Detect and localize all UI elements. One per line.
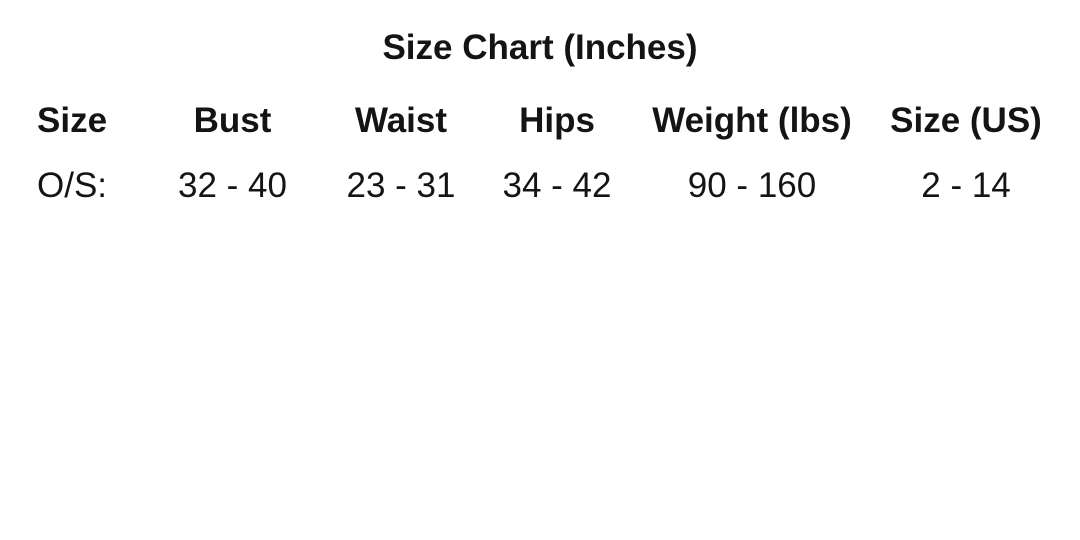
column-header-waist: Waist (354, 101, 448, 140)
cell-bust-range: 32 - 40 (178, 166, 287, 205)
column-header-size-us: Size (US) (890, 101, 1042, 140)
page-title: Size Chart (Inches) (382, 28, 698, 67)
cell-waist-range: 23 - 31 (346, 166, 456, 205)
cell-size-us-range: 2 - 14 (921, 166, 1011, 205)
cell-hips-range: 34 - 42 (502, 166, 612, 205)
cell-weight-range: 90 - 160 (687, 166, 817, 205)
cell-size-label: O/S: (37, 166, 108, 205)
table-row: O/S: 32 - 40 23 - 31 34 - 42 90 - 160 2 … (0, 168, 1060, 208)
table-header-row: Size Bust Waist Hips Weight (lbs) Size (… (0, 103, 1060, 168)
column-header-hips: Hips (519, 101, 595, 140)
column-header-bust: Bust (193, 101, 272, 140)
size-chart-table: Size Bust Waist Hips Weight (lbs) Size (… (0, 103, 1060, 208)
column-header-weight: Weight (lbs) (652, 101, 852, 140)
column-header-size: Size (37, 101, 108, 140)
